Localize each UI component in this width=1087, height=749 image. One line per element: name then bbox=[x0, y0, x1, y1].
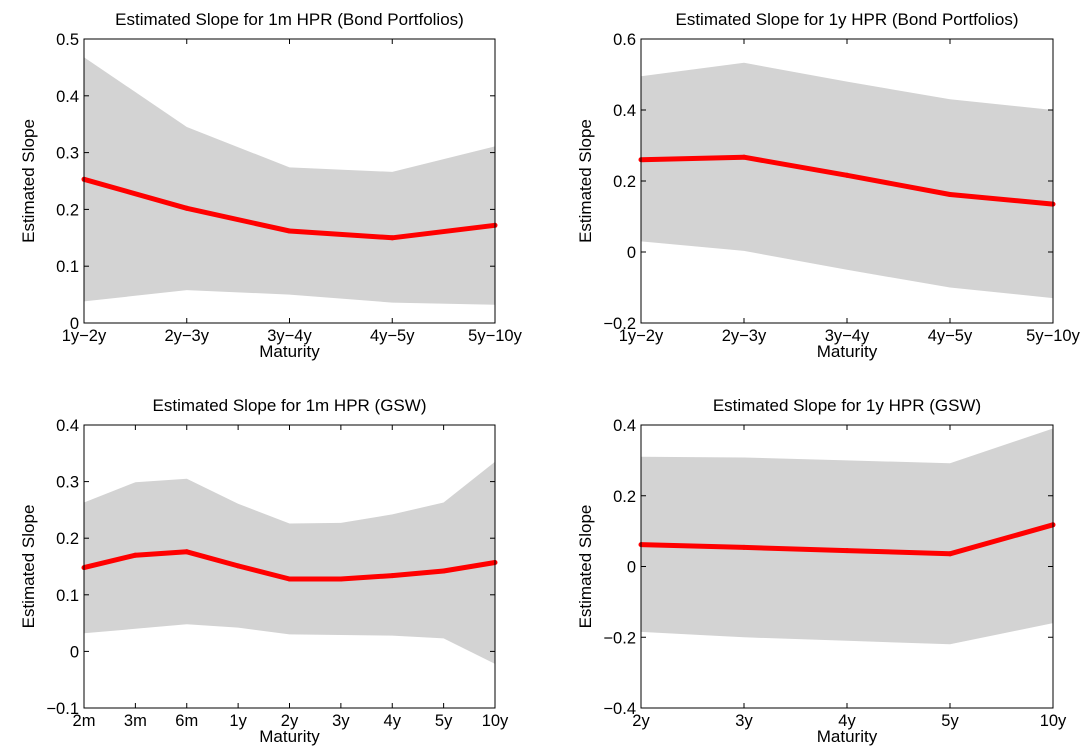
y-tick-label: 0.6 bbox=[613, 31, 636, 49]
estimate-point bbox=[947, 551, 953, 557]
confidence-band bbox=[84, 57, 495, 305]
estimate-point bbox=[844, 172, 850, 178]
chart-panel-1: 0 0.1 0.2 0.3 0.4 0.5 1y−2y 2y−3y 3y−4y 4y−5y 5y−1… bbox=[19, 10, 523, 361]
estimate-point bbox=[389, 573, 395, 579]
estimate-point bbox=[287, 228, 292, 234]
x-tick-label: 3m bbox=[124, 712, 147, 730]
y-tick-label: −0.2 bbox=[603, 629, 636, 647]
estimate-point bbox=[184, 205, 190, 211]
estimate-point bbox=[338, 576, 344, 582]
y-axis-label: Estimated Slope bbox=[19, 505, 38, 629]
y-tick-label: 0.2 bbox=[56, 530, 79, 548]
x-tick-label: 10y bbox=[1040, 712, 1067, 730]
y-tick-label: −0.2 bbox=[603, 315, 636, 333]
estimate-point bbox=[184, 549, 190, 555]
y-tick-label: 0 bbox=[70, 643, 79, 661]
estimate-point bbox=[441, 568, 447, 574]
y-tick-label: 0.4 bbox=[613, 417, 636, 435]
x-axis-label: Maturity bbox=[259, 727, 320, 746]
x-tick-label: 6m bbox=[175, 712, 198, 730]
chart-title: Estimated Slope for 1y HPR (GSW) bbox=[713, 396, 981, 415]
x-tick-label: 1y−2y bbox=[619, 327, 664, 345]
estimate-point bbox=[741, 154, 747, 160]
x-tick-label: 1y−2y bbox=[62, 327, 107, 345]
estimate-point bbox=[235, 563, 241, 569]
x-tick-label: 2y bbox=[632, 712, 650, 730]
y-tick-label: 0.4 bbox=[56, 88, 79, 106]
x-tick-label: 10y bbox=[482, 712, 509, 730]
estimate-point bbox=[287, 576, 292, 582]
confidence-band bbox=[641, 428, 1053, 645]
chart-title: Estimated Slope for 1m HPR (Bond Portfol… bbox=[115, 10, 464, 29]
confidence-band bbox=[84, 461, 495, 664]
chart-panel-3: −0.1 0 0.1 0.2 0.3 0.4 2m 3m 6m 1y 2y 3y 4y 5y 10y Esti… bbox=[19, 396, 509, 746]
y-tick-label: 0.3 bbox=[56, 145, 79, 163]
x-tick-label: 2y−3y bbox=[165, 327, 210, 345]
x-tick-label: 3y bbox=[735, 712, 753, 730]
chart-panel-2: −0.2 0 0.2 0.4 0.6 1y−2y 2y−3y 3y−4y 4y−5y 5y−10y… bbox=[576, 10, 1081, 361]
y-tick-label: 0.2 bbox=[613, 488, 636, 506]
y-tick-label: 0.1 bbox=[56, 587, 79, 605]
y-tick-label: 0.2 bbox=[56, 201, 79, 219]
estimate-point bbox=[947, 192, 953, 197]
y-tick-label: −0.4 bbox=[603, 700, 636, 718]
estimate-point bbox=[741, 544, 747, 550]
y-tick-label: 0.3 bbox=[56, 474, 79, 492]
estimate-point bbox=[132, 552, 138, 558]
estimate-point bbox=[389, 235, 395, 241]
x-tick-label: 4y bbox=[384, 712, 402, 730]
y-tick-label: 0 bbox=[70, 315, 79, 333]
x-tick-label: 5y bbox=[941, 712, 959, 730]
x-tick-label: 4y bbox=[838, 712, 856, 730]
x-tick-label: 1y bbox=[229, 712, 247, 730]
y-tick-label: 0.1 bbox=[56, 258, 79, 276]
x-tick-label: 4y−5y bbox=[370, 327, 415, 345]
x-tick-label: 3y−4y bbox=[267, 327, 312, 345]
x-tick-label: 4y−5y bbox=[928, 327, 973, 345]
x-tick-label: 2m bbox=[73, 712, 96, 730]
x-tick-label: 2y−3y bbox=[722, 327, 767, 345]
y-tick-label: 0.2 bbox=[613, 173, 636, 191]
x-tick-label: 5y−10y bbox=[1026, 327, 1080, 345]
confidence-band bbox=[641, 62, 1053, 299]
x-axis-label: Maturity bbox=[259, 342, 320, 361]
x-tick-label: 5y−10y bbox=[468, 327, 522, 345]
y-tick-label: 0 bbox=[627, 559, 636, 577]
x-tick-label: 2y bbox=[281, 712, 299, 730]
x-axis-label: Maturity bbox=[817, 342, 878, 361]
y-tick-label: 0.4 bbox=[56, 417, 79, 435]
chart-title: Estimated Slope for 1y HPR (Bond Portfol… bbox=[676, 10, 1019, 29]
y-axis-label: Estimated Slope bbox=[576, 119, 595, 243]
estimate-point bbox=[844, 548, 850, 554]
y-tick-label: 0.4 bbox=[613, 102, 636, 120]
y-tick-label: −0.1 bbox=[46, 700, 79, 718]
y-axis-label: Estimated Slope bbox=[576, 505, 595, 629]
y-axis-label: Estimated Slope bbox=[19, 119, 38, 243]
y-tick-label: 0.5 bbox=[56, 31, 79, 49]
x-axis-label: Maturity bbox=[817, 727, 878, 746]
chart-title: Estimated Slope for 1m HPR (GSW) bbox=[153, 396, 427, 415]
x-tick-label: 3y bbox=[332, 712, 350, 730]
x-tick-label: 5y bbox=[435, 712, 453, 730]
x-tick-label: 3y−4y bbox=[825, 327, 870, 345]
y-tick-label: 0 bbox=[627, 244, 636, 262]
chart-panel-4: −0.4 −0.2 0 0.2 0.4 2y 3y 4y 5y 10y Estimated Slop… bbox=[576, 396, 1067, 746]
